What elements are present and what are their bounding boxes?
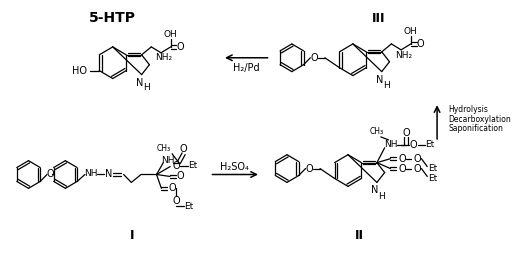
Text: II: II [355,229,364,242]
Text: Et: Et [428,174,438,183]
Text: O: O [414,154,422,164]
Text: H: H [379,192,385,201]
Text: Hydrolysis: Hydrolysis [449,105,489,114]
Text: Et: Et [184,202,193,211]
Text: Saponification: Saponification [449,124,503,133]
Text: Et: Et [428,164,438,173]
Text: NH: NH [384,140,397,149]
Text: 5-HTP: 5-HTP [89,11,136,25]
Text: H₂/Pd: H₂/Pd [233,63,260,73]
Text: NH: NH [84,169,98,178]
Text: Et: Et [426,140,435,149]
Text: O: O [180,144,187,154]
Text: O: O [176,42,184,52]
Text: O: O [402,128,410,138]
Text: O: O [417,39,424,49]
Text: NH₂: NH₂ [155,53,172,62]
Text: NH₂: NH₂ [395,51,413,60]
Text: NH: NH [161,156,175,165]
Text: Et: Et [188,161,197,170]
Text: O: O [172,161,180,171]
Text: O: O [414,163,422,173]
Text: O: O [410,140,417,150]
Text: N: N [371,185,379,195]
Text: I: I [130,229,134,242]
Text: O: O [310,53,318,63]
Text: CH₃: CH₃ [157,144,171,153]
Text: H: H [143,83,150,92]
Text: O: O [172,196,180,206]
Text: O: O [46,170,54,179]
Text: O: O [306,163,313,173]
Text: H₂SO₄: H₂SO₄ [220,162,249,172]
Text: CH₃: CH₃ [370,127,384,136]
Text: O: O [168,183,176,193]
Text: H: H [383,81,390,90]
Text: O: O [398,163,406,173]
Text: OH: OH [164,30,177,39]
Text: N: N [376,75,383,85]
Text: Decarboxylation: Decarboxylation [449,115,511,124]
Text: III: III [372,12,386,25]
Text: O: O [398,154,406,164]
Text: HO: HO [72,66,88,76]
Text: N: N [106,169,113,179]
Text: OH: OH [404,26,418,35]
Text: O: O [177,171,185,181]
Text: N: N [136,78,143,87]
